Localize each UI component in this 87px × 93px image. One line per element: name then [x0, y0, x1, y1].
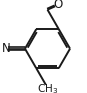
Text: O: O: [53, 0, 63, 11]
Text: N: N: [2, 42, 11, 55]
Text: CH$_3$: CH$_3$: [37, 82, 58, 93]
